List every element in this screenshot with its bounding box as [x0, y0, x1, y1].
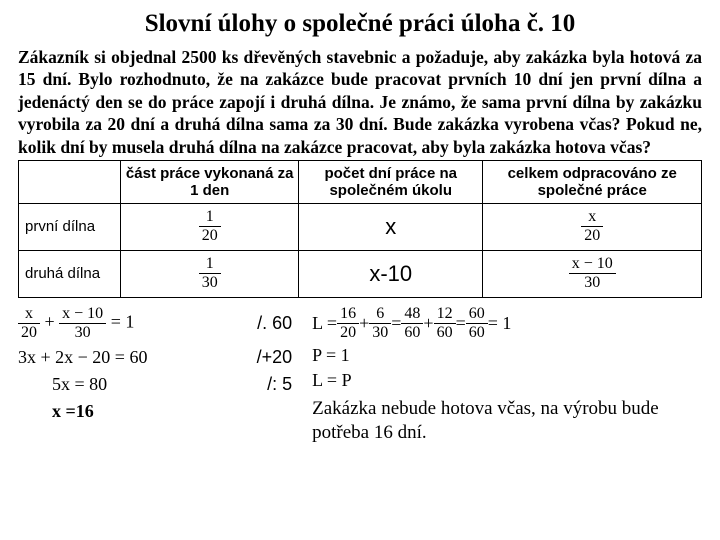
cell-days: x — [299, 203, 483, 250]
table-header-rate: část práce vykonaná za 1 den — [121, 160, 299, 203]
table-header-days: počet dní práce na společném úkolu — [299, 160, 483, 203]
eq-line3: 5x = 80 — [18, 374, 107, 395]
check-L: L = 1620 + 630 = 4860 + 1260 = 6060 = 1 — [312, 306, 702, 341]
left-equations: x20 + x − 1030 = 1 /. 60 3x + 2x − 20 = … — [18, 306, 312, 445]
table-header-total: celkem odpracováno ze společné práce — [483, 160, 702, 203]
cell-total: x20 — [483, 203, 702, 250]
table-row: druhá dílna 130 x-10 x − 1030 — [19, 250, 702, 297]
work-table: část práce vykonaná za 1 den počet dní p… — [18, 160, 702, 298]
row-label: první dílna — [19, 203, 121, 250]
table-row: první dílna 120 x x20 — [19, 203, 702, 250]
eq-note: /+20 — [257, 347, 313, 368]
eq-line2: 3x + 2x − 20 = 60 — [18, 347, 147, 368]
check-LP: L = P — [312, 370, 702, 391]
eq-line4: x =16 — [18, 401, 94, 422]
cell-rate: 130 — [121, 250, 299, 297]
row-label: druhá dílna — [19, 250, 121, 297]
cell-total: x − 1030 — [483, 250, 702, 297]
check-P: P = 1 — [312, 345, 702, 366]
problem-text: Zákazník si objednal 2500 ks dřevěných s… — [18, 46, 702, 158]
conclusion: Zakázka nebude hotova včas, na výrobu bu… — [312, 397, 702, 445]
table-header-blank — [19, 160, 121, 203]
eq-line1: x20 + x − 1030 = 1 — [18, 306, 134, 341]
eq-note: /. 60 — [257, 313, 312, 334]
cell-rate: 120 — [121, 203, 299, 250]
page-title: Slovní úlohy o společné práci úloha č. 1… — [18, 10, 702, 38]
right-equations: L = 1620 + 630 = 4860 + 1260 = 6060 = 1 … — [312, 306, 702, 445]
eq-note: /: 5 — [267, 374, 312, 395]
cell-days: x-10 — [299, 250, 483, 297]
